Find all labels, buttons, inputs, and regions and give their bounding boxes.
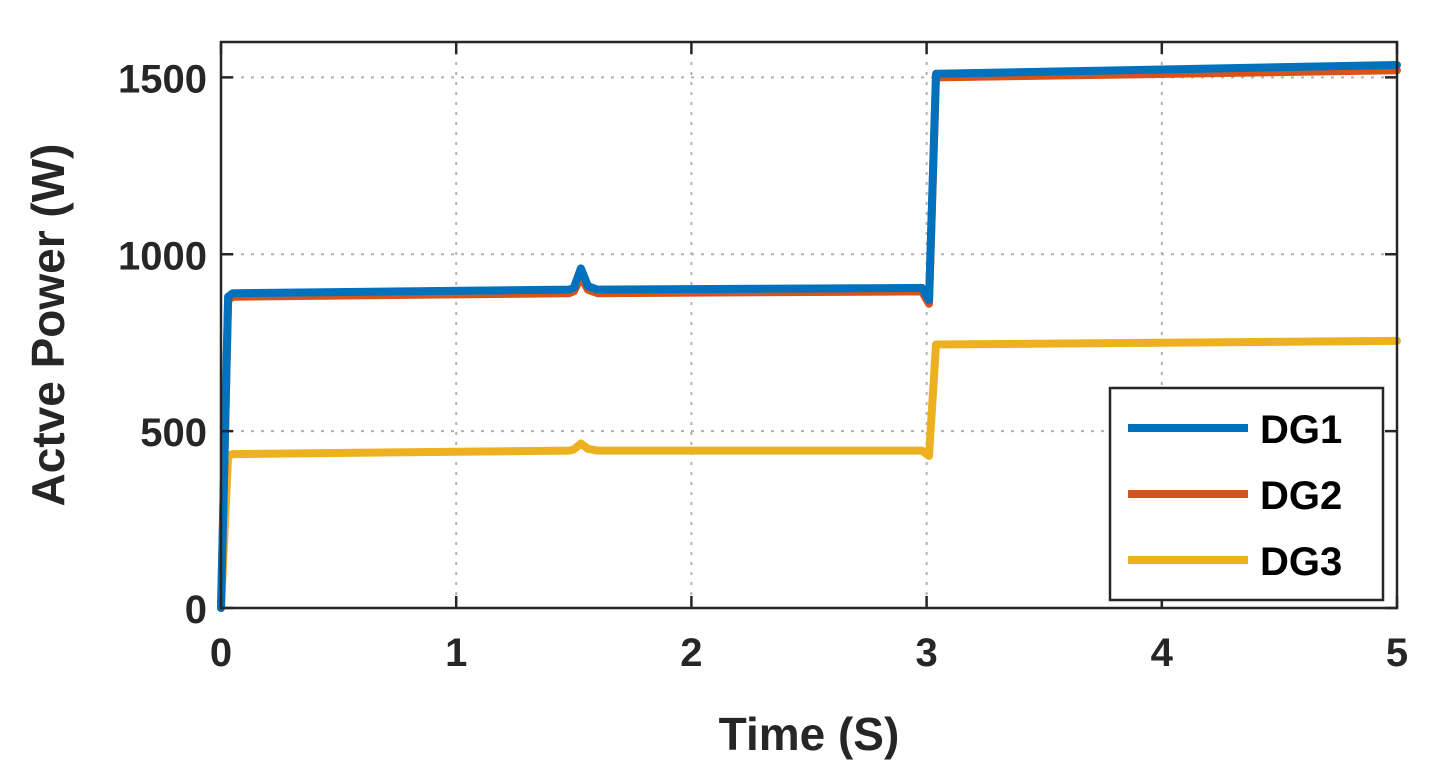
x-tick-label-0: 0 [210,631,232,675]
x-tick-label-4: 4 [1151,631,1174,675]
legend-items: DG1 DG2 DG3 [1128,408,1342,584]
x-tick-label-1: 1 [445,631,467,675]
series-line-dg3 [217,336,1401,612]
legend: DG1 DG2 DG3 [1108,386,1385,602]
x-tick-label-3: 3 [915,631,937,675]
y-tick-label-2: 1000 [118,234,207,278]
legend-label-dg1: DG1 [1260,408,1342,452]
ticks [219,42,1399,610]
x-axis-title: Time (S) [719,708,900,760]
x-tick-label-5: 5 [1386,631,1408,675]
plot-area-border [219,40,1399,610]
y-tick-labels: 0 500 1000 1500 [118,57,207,632]
y-axis-title: Actve Power (W) [22,144,74,507]
series-line-dg1 [217,61,1401,612]
x-tick-labels: 0 1 2 3 4 5 [210,631,1408,675]
series-lines [217,61,1401,612]
y-tick-label-3: 1500 [118,57,207,101]
legend-label-dg2: DG2 [1260,474,1342,518]
y-tick-label-1: 500 [140,411,207,455]
y-tick-label-0: 0 [185,588,207,632]
legend-label-dg3: DG3 [1260,540,1342,584]
x-tick-label-2: 2 [680,631,702,675]
